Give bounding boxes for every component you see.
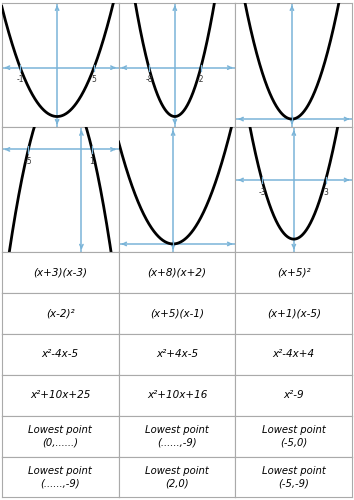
Text: x²-4x-5: x²-4x-5	[42, 350, 79, 360]
Text: -8: -8	[145, 76, 153, 84]
Text: (x+5)²: (x+5)²	[277, 268, 310, 278]
Text: -3: -3	[258, 188, 266, 197]
Text: 5: 5	[92, 76, 96, 84]
Text: Lowest point
(-5,-9): Lowest point (-5,-9)	[262, 466, 326, 488]
Text: 2: 2	[171, 252, 176, 261]
Text: 1: 1	[90, 157, 95, 166]
Text: Lowest point
(......,-9): Lowest point (......,-9)	[145, 425, 209, 448]
Text: Lowest point
(......,-9): Lowest point (......,-9)	[28, 466, 92, 488]
Text: -5: -5	[288, 127, 296, 136]
Text: x²-4x+4: x²-4x+4	[273, 350, 315, 360]
Text: Lowest point
(-5,0): Lowest point (-5,0)	[262, 425, 326, 448]
Text: x²+10x+25: x²+10x+25	[30, 390, 90, 400]
Text: Lowest point
(2,0): Lowest point (2,0)	[145, 466, 209, 488]
Text: -5: -5	[24, 157, 32, 166]
Text: -2: -2	[197, 76, 205, 84]
Text: (x+5)(x-1): (x+5)(x-1)	[150, 308, 204, 318]
Text: x²+10x+16: x²+10x+16	[147, 390, 207, 400]
Text: 3: 3	[323, 188, 328, 197]
Text: -1: -1	[17, 76, 24, 84]
Text: Lowest point
(0,......): Lowest point (0,......)	[28, 425, 92, 448]
Text: (x-2)²: (x-2)²	[46, 308, 74, 318]
Text: (x+3)(x-3): (x+3)(x-3)	[33, 268, 87, 278]
Text: x²-9: x²-9	[284, 390, 304, 400]
Text: (x+1)(x-5): (x+1)(x-5)	[267, 308, 321, 318]
Text: (x+8)(x+2): (x+8)(x+2)	[148, 268, 206, 278]
Text: x²+4x-5: x²+4x-5	[156, 350, 198, 360]
